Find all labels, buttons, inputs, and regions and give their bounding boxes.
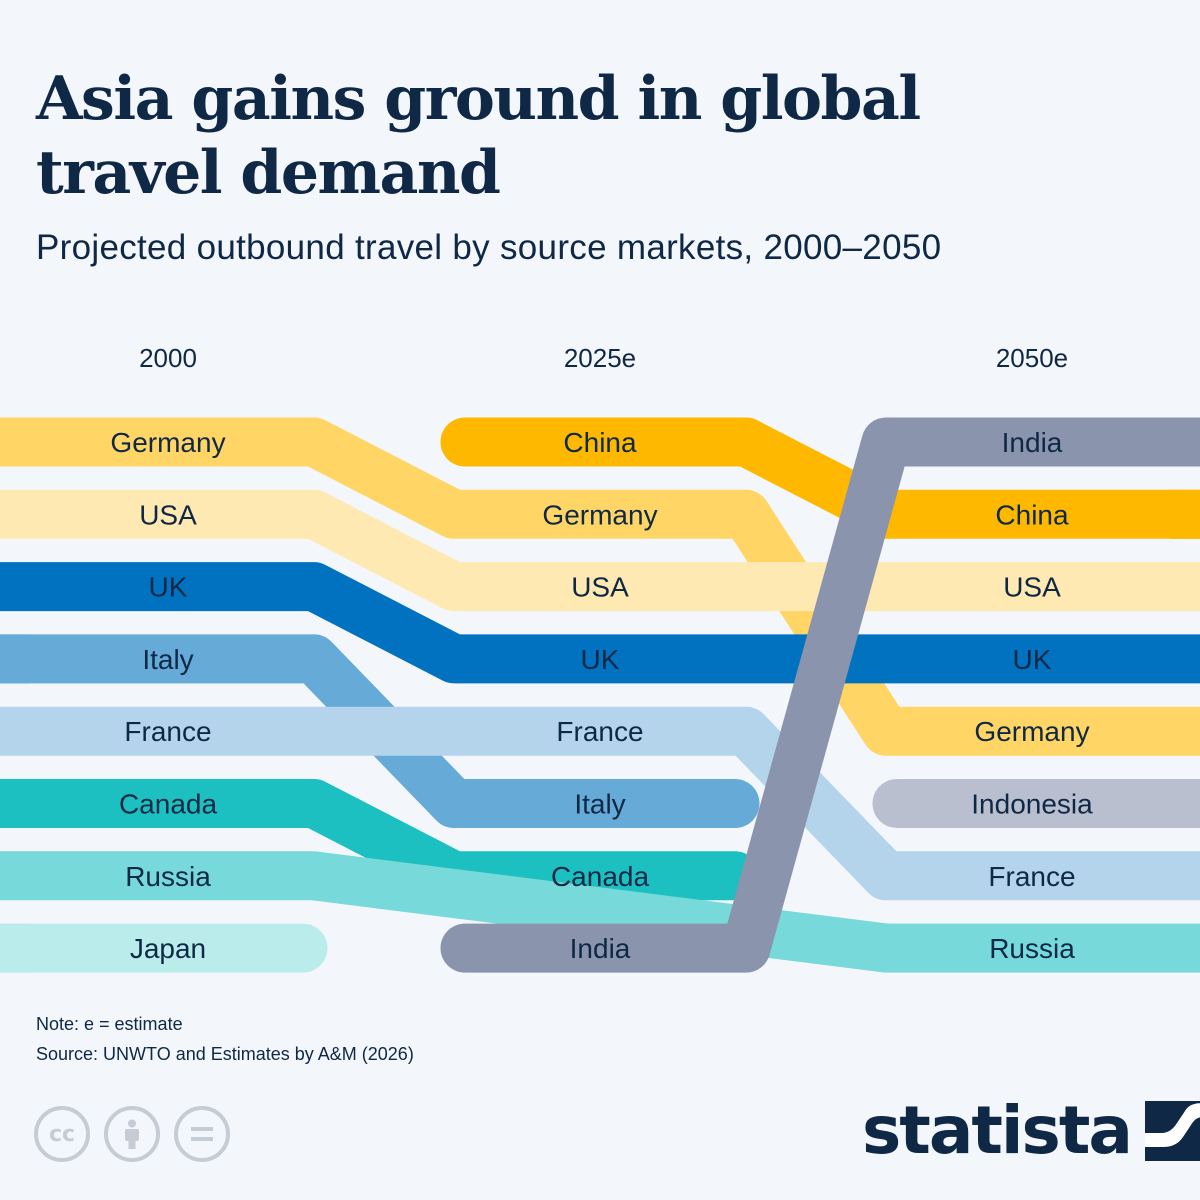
chart-source: Source: UNWTO and Estimates by A&M (2026… (36, 1044, 414, 1064)
column-header-2000: 2000 (139, 343, 197, 373)
label-indonesia-2050e: Indonesia (971, 789, 1093, 820)
chart-title: Asia gains ground in global travel deman… (36, 64, 921, 208)
label-russia-2000: Russia (125, 861, 211, 892)
statista-logo-mark-icon (1144, 1101, 1200, 1161)
chart-subtitle: Projected outbound travel by source mark… (36, 228, 942, 267)
label-france-2000: France (124, 716, 211, 747)
label-germany-2000: Germany (110, 427, 225, 458)
label-uk-2000: UK (149, 572, 188, 603)
label-russia-2050e: Russia (989, 933, 1075, 964)
no-derivatives-icon[interactable] (174, 1106, 230, 1162)
band-usa (0, 489, 1200, 612)
column-header-2025e: 2025e (564, 343, 636, 373)
label-usa-2000: USA (139, 499, 197, 530)
label-uk-2025e: UK (581, 644, 620, 675)
attribution-icon[interactable] (104, 1106, 160, 1162)
chart-note: Note: e = estimate (36, 1014, 183, 1034)
label-germany-2050e: Germany (974, 716, 1089, 747)
license-icons: cc (34, 1106, 230, 1162)
rank-flow-chart: 2000 2025e 2050e Germany Germany Germany USA U… (0, 343, 1200, 973)
label-uk-2050e: UK (1013, 644, 1052, 675)
label-france-2025e: France (556, 716, 643, 747)
label-china-2025e: China (563, 427, 637, 458)
band-edge-india (1170, 417, 1200, 467)
brand-name: statista (862, 1092, 1133, 1169)
label-canada-2025e: Canada (551, 861, 650, 892)
statista-logo[interactable]: statista (862, 1098, 1200, 1164)
band-china (440, 417, 1200, 539)
label-usa-2025e: USA (571, 572, 629, 603)
label-france-2050e: France (988, 861, 1075, 892)
band-edge-japan (0, 923, 30, 973)
band-edge-canada (0, 779, 30, 828)
band-russia (0, 851, 1200, 973)
label-germany-2025e: Germany (542, 499, 657, 530)
band-edge-china (1170, 489, 1200, 539)
label-usa-2050e: USA (1003, 572, 1061, 603)
label-italy-2000: Italy (142, 644, 193, 675)
band-germany (0, 417, 1200, 756)
band-edge-italy (0, 634, 30, 684)
label-canada-2000: Canada (119, 789, 218, 820)
label-india-2025e: India (570, 933, 631, 964)
band-india (440, 417, 1200, 973)
column-header-2050e: 2050e (996, 343, 1068, 373)
cc-icon[interactable]: cc (34, 1106, 90, 1162)
band-edge-indonesia (1170, 779, 1200, 828)
label-italy-2025e: Italy (574, 789, 625, 820)
label-china-2050e: China (995, 499, 1069, 530)
band-canada (0, 779, 760, 901)
label-japan-2000: Japan (130, 933, 206, 964)
band-uk (0, 562, 1200, 684)
band-france (0, 706, 1200, 901)
label-india-2050e: India (1002, 427, 1063, 458)
